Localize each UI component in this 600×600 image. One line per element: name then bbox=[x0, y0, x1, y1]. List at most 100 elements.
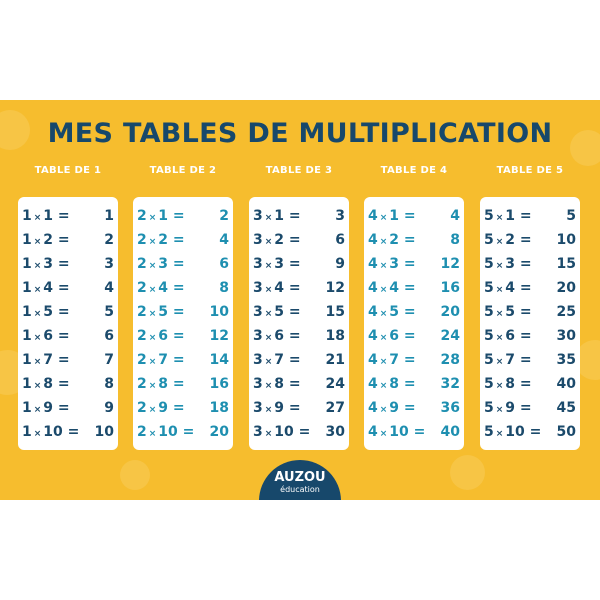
result: 7 bbox=[104, 352, 114, 368]
table-card: 4 × 1 = 4 4 × 2 = 8 4 × 3 = 12 4 × 4 = 16 4 × 5 = 20 4 × 6 = 24… bbox=[364, 197, 464, 450]
equation: 4 × 7 = bbox=[368, 352, 416, 368]
result: 36 bbox=[440, 400, 460, 416]
table-row: 4 × 10 = 40 bbox=[368, 422, 462, 442]
result: 8 bbox=[450, 232, 460, 248]
result: 16 bbox=[209, 376, 229, 392]
table-row: 3 × 5 = 15 bbox=[253, 302, 347, 322]
table-row: 5 × 6 = 30 bbox=[484, 326, 578, 346]
table-row: 2 × 8 = 16 bbox=[137, 374, 231, 394]
result: 4 bbox=[104, 280, 114, 296]
table-row: 1 × 3 = 3 bbox=[22, 254, 116, 274]
table-row: 2 × 7 = 14 bbox=[137, 350, 231, 370]
equation: 3 × 2 = bbox=[253, 232, 301, 248]
equation: 3 × 5 = bbox=[253, 304, 301, 320]
table-row: 2 × 9 = 18 bbox=[137, 398, 231, 418]
result: 24 bbox=[440, 328, 460, 344]
equation: 3 × 9 = bbox=[253, 400, 301, 416]
result: 9 bbox=[335, 256, 345, 272]
equation: 1 × 1 = bbox=[22, 208, 70, 224]
result: 35 bbox=[556, 352, 576, 368]
equation: 3 × 10 = bbox=[253, 424, 311, 440]
equation: 2 × 4 = bbox=[137, 280, 185, 296]
result: 15 bbox=[556, 256, 576, 272]
table-header: TABLE DE 4 bbox=[380, 165, 448, 176]
table-row: 4 × 9 = 36 bbox=[368, 398, 462, 418]
equation: 5 × 9 = bbox=[484, 400, 532, 416]
table-row: 3 × 10 = 30 bbox=[253, 422, 347, 442]
equation: 2 × 2 = bbox=[137, 232, 185, 248]
table-row: 1 × 5 = 5 bbox=[22, 302, 116, 322]
poster: MES TABLES DE MULTIPLICATION TABLE DE 1 1… bbox=[0, 100, 600, 500]
result: 6 bbox=[104, 328, 114, 344]
result: 2 bbox=[104, 232, 114, 248]
table-card: 1 × 1 = 1 1 × 2 = 2 1 × 3 = 3 1 × 4 = 4 1 × 5 = 5 1 × 6 = 6 1 × 7 … bbox=[18, 197, 118, 450]
table-row: 2 × 6 = 12 bbox=[137, 326, 231, 346]
table-row: 3 × 2 = 6 bbox=[253, 230, 347, 250]
poster-title: MES TABLES DE MULTIPLICATION bbox=[47, 118, 553, 149]
table-row: 3 × 7 = 21 bbox=[253, 350, 347, 370]
equation: 5 × 1 = bbox=[484, 208, 532, 224]
equation: 1 × 8 = bbox=[22, 376, 70, 392]
table-row: 1 × 1 = 1 bbox=[22, 206, 116, 226]
result: 45 bbox=[556, 400, 576, 416]
equation: 1 × 7 = bbox=[22, 352, 70, 368]
table-row: 2 × 1 = 2 bbox=[137, 206, 231, 226]
table-row: 3 × 9 = 27 bbox=[253, 398, 347, 418]
equation: 4 × 8 = bbox=[368, 376, 416, 392]
table-row: 1 × 10 = 10 bbox=[22, 422, 116, 442]
background-shape bbox=[570, 130, 600, 166]
result: 32 bbox=[440, 376, 460, 392]
table-row: 4 × 8 = 32 bbox=[368, 374, 462, 394]
result: 10 bbox=[94, 424, 114, 440]
result: 8 bbox=[104, 376, 114, 392]
result: 40 bbox=[440, 424, 460, 440]
logo-brand: AUZOU bbox=[274, 470, 326, 485]
equation: 5 × 5 = bbox=[484, 304, 532, 320]
table-row: 3 × 6 = 18 bbox=[253, 326, 347, 346]
equation: 3 × 7 = bbox=[253, 352, 301, 368]
background-shape bbox=[120, 460, 150, 490]
result: 6 bbox=[335, 232, 345, 248]
table-header: TABLE DE 2 bbox=[149, 165, 217, 176]
result: 12 bbox=[209, 328, 229, 344]
equation: 2 × 3 = bbox=[137, 256, 185, 272]
equation: 5 × 10 = bbox=[484, 424, 542, 440]
table-row: 2 × 10 = 20 bbox=[137, 422, 231, 442]
table-row: 1 × 4 = 4 bbox=[22, 278, 116, 298]
equation: 2 × 10 = bbox=[137, 424, 195, 440]
equation: 4 × 1 = bbox=[368, 208, 416, 224]
equation: 1 × 5 = bbox=[22, 304, 70, 320]
equation: 2 × 5 = bbox=[137, 304, 185, 320]
result: 5 bbox=[104, 304, 114, 320]
table-row: 3 × 8 = 24 bbox=[253, 374, 347, 394]
equation: 5 × 3 = bbox=[484, 256, 532, 272]
equation: 2 × 6 = bbox=[137, 328, 185, 344]
result: 10 bbox=[209, 304, 229, 320]
equation: 4 × 9 = bbox=[368, 400, 416, 416]
equation: 5 × 8 = bbox=[484, 376, 532, 392]
table-row: 1 × 2 = 2 bbox=[22, 230, 116, 250]
result: 10 bbox=[556, 232, 576, 248]
result: 18 bbox=[325, 328, 345, 344]
equation: 5 × 4 = bbox=[484, 280, 532, 296]
table-row: 2 × 4 = 8 bbox=[137, 278, 231, 298]
result: 9 bbox=[104, 400, 114, 416]
equation: 5 × 2 = bbox=[484, 232, 532, 248]
equation: 1 × 6 = bbox=[22, 328, 70, 344]
table-row: 5 × 7 = 35 bbox=[484, 350, 578, 370]
result: 30 bbox=[556, 328, 576, 344]
table-row: 5 × 4 = 20 bbox=[484, 278, 578, 298]
equation: 4 × 4 = bbox=[368, 280, 416, 296]
equation: 2 × 9 = bbox=[137, 400, 185, 416]
table-row: 3 × 4 = 12 bbox=[253, 278, 347, 298]
table-row: 4 × 3 = 12 bbox=[368, 254, 462, 274]
result: 3 bbox=[335, 208, 345, 224]
equation: 5 × 6 = bbox=[484, 328, 532, 344]
table-row: 4 × 5 = 20 bbox=[368, 302, 462, 322]
equation: 3 × 3 = bbox=[253, 256, 301, 272]
result: 6 bbox=[219, 256, 229, 272]
equation: 3 × 1 = bbox=[253, 208, 301, 224]
equation: 2 × 1 = bbox=[137, 208, 185, 224]
table-row: 4 × 1 = 4 bbox=[368, 206, 462, 226]
equation: 2 × 7 = bbox=[137, 352, 185, 368]
